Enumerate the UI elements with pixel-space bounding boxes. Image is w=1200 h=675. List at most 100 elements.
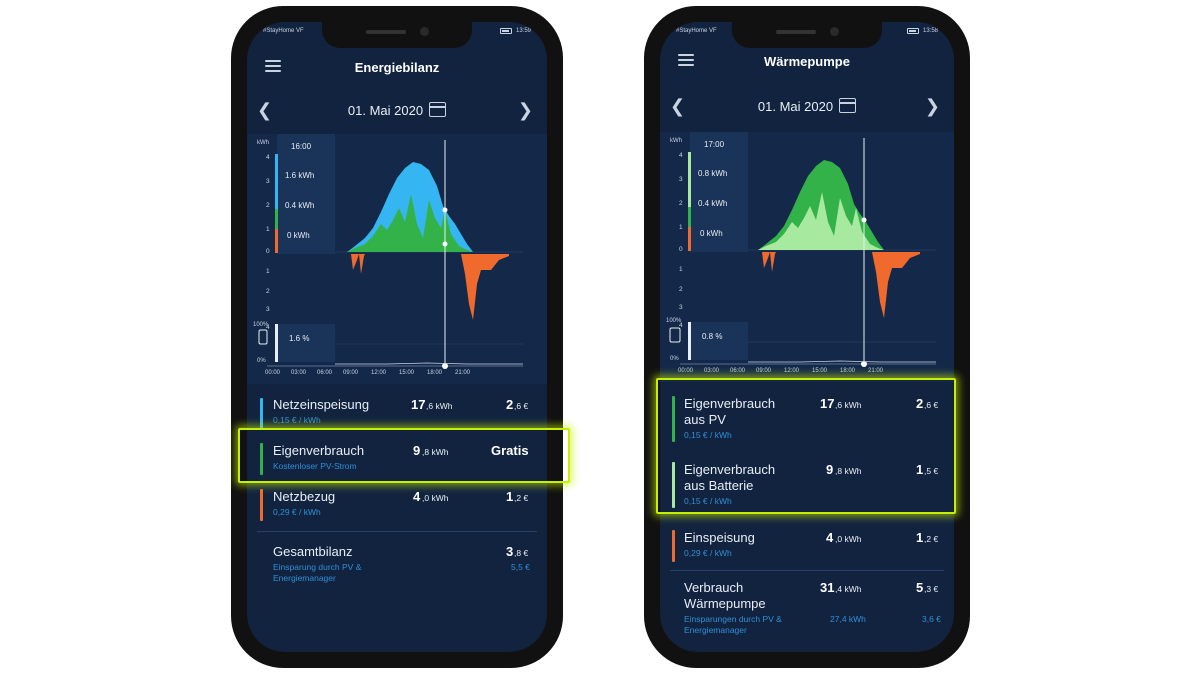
x-tick: 15:00: [812, 368, 828, 374]
row-qty-sub: 27,4 kWh: [830, 614, 866, 624]
menu-icon[interactable]: [265, 60, 281, 72]
row-qty-unit: ,0 kWh: [835, 534, 862, 544]
x-tick: 15:00: [399, 370, 415, 376]
prev-day-chevron-icon[interactable]: ❮: [670, 96, 686, 116]
grid-import-evening-area: [461, 254, 509, 320]
row-label: aus PV: [684, 412, 726, 427]
row-sub: Energiemanager: [273, 573, 336, 583]
status-bar: #StayHome VF 13:59: [263, 28, 531, 40]
date-navigator: ❮ 01. Mai 2020 ❯: [660, 92, 954, 122]
x-tick: 12:00: [371, 370, 387, 376]
row-sub: 0,29 € / kWh: [684, 548, 732, 558]
y-tick: 0: [679, 246, 683, 253]
y-tick: 4: [679, 322, 683, 329]
list-item-einspeisung[interactable]: Einspeisung 0,29 € / kWh 4 ,0 kWh 1 ,2 €: [660, 526, 954, 566]
list-item-netzeinspeisung[interactable]: Netzeinspeisung 0,15 € / kWh 17 ,6 kWh 2…: [247, 394, 547, 434]
x-tick: 09:00: [756, 368, 772, 374]
grid-import-area: [351, 254, 365, 274]
list-item-gesamtbilanz[interactable]: Gesamtbilanz Einsparung durch PV & Energ…: [247, 540, 547, 590]
y-tick: 4: [266, 154, 270, 161]
row-sub: Einsparungen durch PV &: [684, 614, 782, 624]
divider: [670, 570, 944, 571]
x-tick: 00:00: [265, 370, 281, 376]
y-tick: 2: [266, 288, 270, 295]
y-tick: 4: [679, 152, 683, 159]
row-label: Eigenverbrauch: [684, 396, 776, 411]
x-tick: 00:00: [678, 368, 694, 374]
row-qty-unit: ,6 kWh: [835, 400, 862, 410]
next-day-chevron-icon[interactable]: ❯: [924, 96, 940, 116]
row-qty-unit: ,6 kWh: [426, 401, 453, 411]
tooltip-value: 0 kWh: [287, 231, 310, 240]
date-label: 01. Mai 2020: [347, 103, 424, 118]
feed-in-evening-area: [872, 252, 920, 318]
x-tick: 18:00: [840, 368, 856, 374]
row-sub: 0,15 € / kWh: [684, 496, 732, 506]
calendar-icon[interactable]: [429, 102, 447, 117]
battery-tick: 0%: [257, 358, 266, 364]
y-tick: 2: [266, 202, 270, 209]
energy-chart[interactable]: kWh 4 3 2 1 0 1 2 3 4 100% 0% 00:00 03:0…: [660, 132, 954, 382]
self-consumption-area: [347, 194, 473, 252]
battery-axis-icon: [258, 329, 268, 345]
row-qty: 4: [413, 489, 421, 504]
x-tick: 03:00: [704, 368, 720, 374]
page-title: Wärmepumpe: [764, 54, 850, 69]
row-price-unit: ,8 €: [514, 548, 529, 558]
menu-icon[interactable]: [678, 54, 694, 66]
battery-tooltip-panel: [277, 324, 335, 362]
tooltip-time: 17:00: [704, 140, 725, 149]
list-item-verbrauch-waermepumpe[interactable]: Verbrauch Wärmepumpe Einsparungen durch …: [660, 576, 954, 640]
phone-waermepumpe: #StayHome VF 13:58 Wärmepumpe ❮ 01. Mai …: [644, 6, 970, 668]
row-qty-unit: ,8 kWh: [835, 466, 862, 476]
row-price: 2: [506, 397, 514, 412]
list-item-eigenverbrauch-pv[interactable]: Eigenverbrauch aus PV 0,15 € / kWh 17 ,6…: [660, 392, 954, 446]
y-tick: 2: [679, 286, 683, 293]
list-item-netzbezug[interactable]: Netzbezug 0,29 € / kWh 4 ,0 kWh 1 ,2 €: [247, 485, 547, 525]
row-price-sub: 5,5 €: [511, 562, 530, 572]
row-price-unit: ,2 €: [514, 493, 529, 503]
page-title: Energiebilanz: [354, 60, 440, 75]
prev-day-chevron-icon[interactable]: ❮: [257, 100, 273, 120]
tooltip-value: 0.4 kWh: [698, 199, 728, 208]
row-price: 1: [916, 462, 924, 477]
battery-tick: 0%: [670, 356, 679, 362]
app-screen: #StayHome VF 13:58 Wärmepumpe ❮ 01. Mai …: [660, 22, 954, 652]
carrier-label: #StayHome VF: [676, 28, 717, 34]
battery-icon: [906, 28, 919, 34]
row-qty: 9: [826, 462, 834, 477]
phone-energiebilanz: #StayHome VF 13:59 Energiebilanz ❮ 01. M…: [231, 6, 563, 668]
y-tick: 4: [266, 324, 270, 331]
row-qty: 17: [411, 397, 426, 412]
x-tick: 03:00: [291, 370, 307, 376]
list-item-eigenverbrauch-batterie[interactable]: Eigenverbrauch aus Batterie 0,15 € / kWh…: [660, 458, 954, 512]
tooltip-time: 16:00: [291, 142, 312, 151]
carrier-label: #StayHome VF: [263, 28, 304, 34]
battery-tick: 100%: [666, 318, 682, 324]
battery-icon: [499, 28, 512, 34]
y-tick: 3: [266, 178, 270, 185]
next-day-chevron-icon[interactable]: ❯: [517, 100, 533, 120]
row-sub: 0,15 € / kWh: [684, 430, 732, 440]
row-qty: 17: [820, 396, 835, 411]
row-sub: 0,15 € / kWh: [273, 415, 321, 425]
highlight-box: [656, 378, 956, 514]
row-label: Eigenverbrauch: [273, 443, 365, 458]
row-label: Gesamtbilanz: [273, 544, 353, 559]
row-price-unit: ,2 €: [924, 534, 939, 544]
row-price: 2: [916, 396, 924, 411]
row-price-unit: ,3 €: [924, 584, 939, 594]
list-item-eigenverbrauch[interactable]: Eigenverbrauch Kostenloser PV-Strom 9 ,8…: [247, 439, 547, 479]
phone-notch: [732, 22, 882, 48]
tooltip-value: 0 kWh: [700, 229, 723, 238]
calendar-icon[interactable]: [839, 98, 857, 113]
row-qty-unit: ,0 kWh: [422, 493, 449, 503]
row-label: Netzeinspeisung: [273, 397, 370, 412]
energy-chart[interactable]: kWh 4 3 2 1 0 1 2 3 4 100% 0% 00:00 03:0…: [247, 134, 547, 384]
row-price: 1: [916, 530, 924, 545]
y-tick: 3: [679, 176, 683, 183]
y-tick: 1: [679, 266, 683, 273]
phone-notch: [322, 22, 472, 48]
date-label: 01. Mai 2020: [757, 99, 834, 114]
divider: [257, 531, 537, 532]
